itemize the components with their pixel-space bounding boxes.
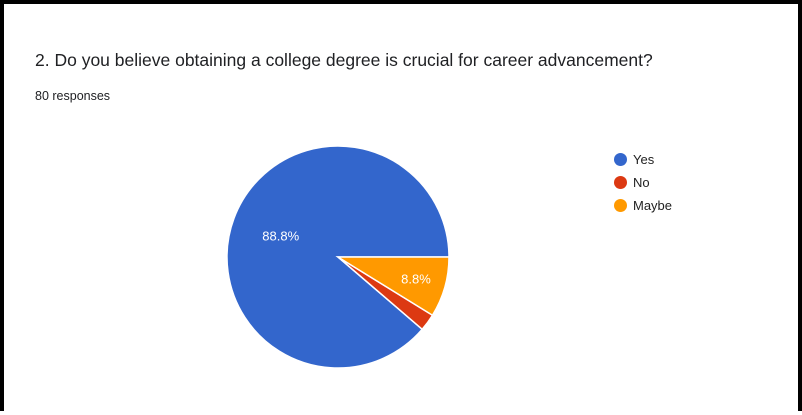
question-title: 2. Do you believe obtaining a college de… — [35, 50, 653, 70]
chart-legend: Yes No Maybe — [614, 148, 672, 217]
legend-swatch-no — [614, 176, 627, 189]
legend-label: Yes — [633, 152, 655, 167]
legend-label: Maybe — [633, 198, 673, 213]
legend-label: No — [633, 175, 650, 190]
legend-item-no[interactable]: No — [614, 171, 672, 194]
legend-item-maybe[interactable]: Maybe — [614, 194, 672, 217]
slice-label-maybe: 8.8% — [401, 272, 431, 287]
slice-label-yes: 88.8% — [262, 228, 299, 243]
pie-chart: 88.8% 8.8% — [226, 145, 450, 369]
response-count: 80 responses — [35, 89, 111, 103]
legend-item-yes[interactable]: Yes — [614, 148, 672, 171]
legend-swatch-yes — [614, 153, 627, 166]
legend-swatch-maybe — [614, 199, 627, 212]
pie-slice-maybe[interactable] — [335, 256, 450, 317]
